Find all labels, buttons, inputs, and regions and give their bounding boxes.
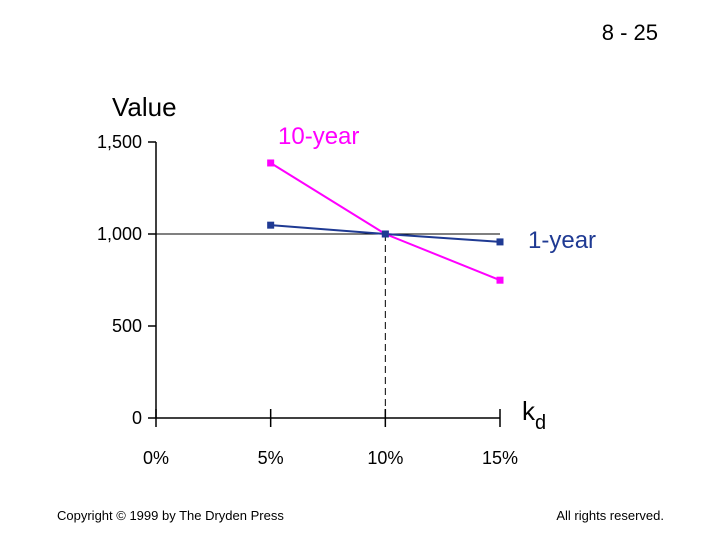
reference-lines (156, 233, 500, 418)
data-point-1-year (381, 230, 389, 238)
x-tick-label: 15% (482, 448, 518, 468)
y-tick-label: 1,000 (97, 224, 142, 244)
data-point-10-year (267, 159, 275, 167)
y-tick-label: 500 (112, 316, 142, 336)
slide-number: 8 - 25 (601, 20, 658, 45)
y-tick-label: 1,500 (97, 132, 142, 152)
data-point-10-year (496, 276, 504, 284)
data-point-1-year (496, 238, 504, 246)
series-label-10-year: 10-year (278, 123, 359, 150)
axes: 0 500 1,000 1,500 0% 5% 10% 15% (97, 132, 518, 468)
x-tick-label: 10% (367, 448, 403, 468)
y-tick-label: 0 (132, 408, 142, 428)
x-tick-label: 5% (258, 448, 284, 468)
x-tick-label: 0% (143, 448, 169, 468)
series-label-1-year: 1-year (528, 227, 596, 254)
y-axis-title: Value (112, 92, 177, 122)
copyright-footer: Copyright © 1999 by The Dryden Press (57, 508, 284, 523)
x-axis-title: kd (522, 396, 546, 434)
series-markers (267, 159, 504, 284)
rights-footer: All rights reserved. (556, 508, 664, 523)
chart-labels: Value kd 10-year 1-year (112, 92, 596, 434)
data-point-1-year (267, 221, 275, 229)
